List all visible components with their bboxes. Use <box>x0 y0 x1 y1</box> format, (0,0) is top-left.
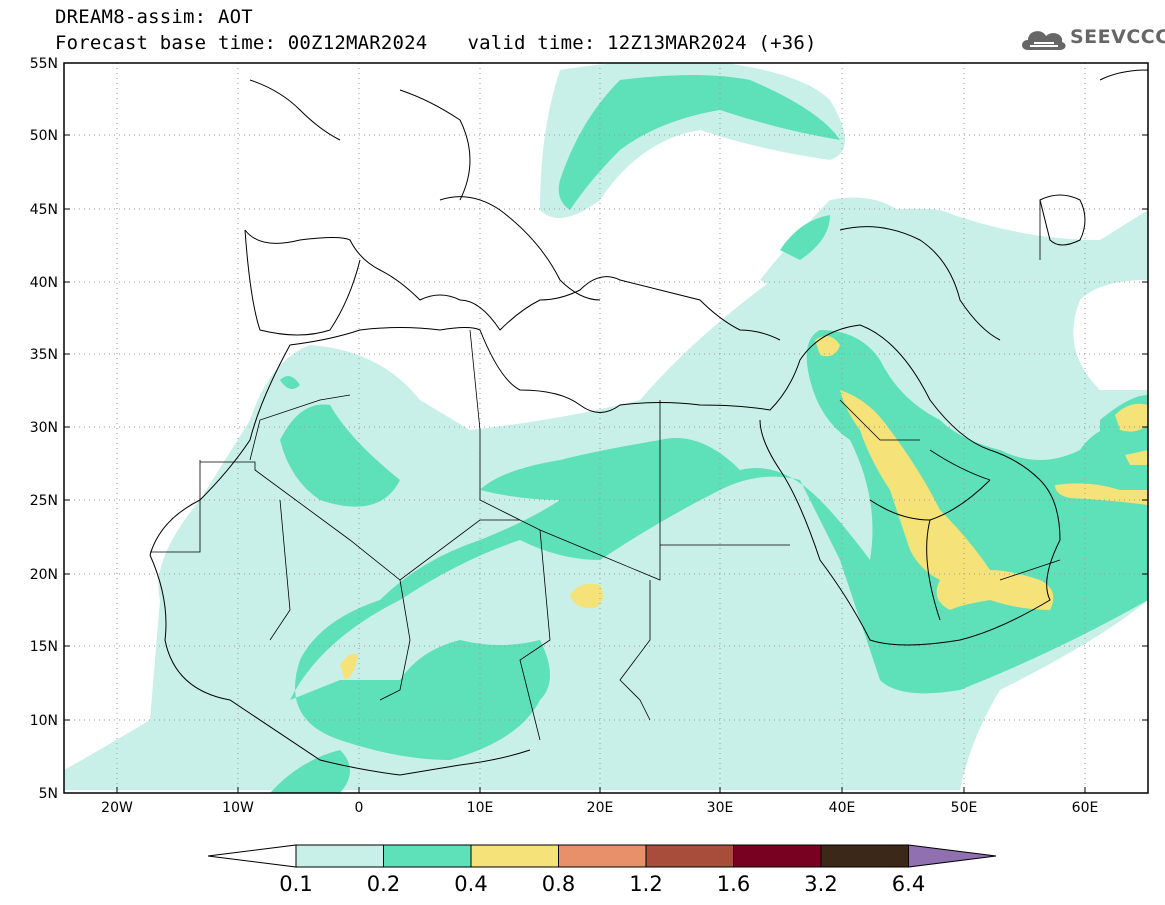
lat-labels: 55N 50N 45N 40N 35N 30N 25N 20N 15N 10N … <box>30 56 58 802</box>
colorbar-segment <box>558 844 647 868</box>
colorbar-segment <box>820 844 909 868</box>
lon-label: 10E <box>467 800 494 816</box>
aot-fields <box>64 63 1148 793</box>
seevccc-logo: SEEVCCC <box>1018 22 1165 58</box>
time-info: Forecast base time: 00Z12MAR2024 valid ti… <box>55 32 817 54</box>
colorbar-right-arrow <box>908 844 997 868</box>
title-text: DREAM8-assim: AOT <box>55 6 253 28</box>
lon-label: 10W <box>222 800 254 816</box>
lon-label: 20W <box>101 800 133 816</box>
lon-label: 30E <box>707 800 734 816</box>
lat-label: 55N <box>30 56 58 72</box>
base-time-text: Forecast base time: 00Z12MAR2024 <box>55 32 428 54</box>
aot-level-0-1 <box>64 63 1148 791</box>
colorbar-label: 0.4 <box>454 872 487 896</box>
lon-label: 40E <box>829 800 856 816</box>
coastlines <box>149 69 1148 776</box>
lat-label: 10N <box>30 713 58 729</box>
valid-time-text: valid time: 12Z13MAR2024 (+36) <box>467 32 817 54</box>
lat-label: 5N <box>39 786 58 802</box>
lat-label: 15N <box>30 639 58 655</box>
lat-label: 50N <box>30 128 58 144</box>
lon-label: 0 <box>355 800 364 816</box>
colorbar-label: 0.2 <box>367 872 400 896</box>
lat-label: 45N <box>30 202 58 218</box>
colorbar-label: 1.2 <box>629 872 662 896</box>
colorbar-label: 3.2 <box>804 872 837 896</box>
logo-text: SEEVCCC <box>1070 26 1165 48</box>
colorbar-segment <box>470 844 559 868</box>
lon-labels: 20W 10W 0 10E 20E 30E 40E 50E 60E <box>101 800 1098 816</box>
country-borders <box>150 200 1061 741</box>
colorbar-label: 0.1 <box>279 872 312 896</box>
colorbar-labels: 0.1 0.2 0.4 0.8 1.2 1.6 3.2 6.4 <box>279 872 925 896</box>
colorbar-segment <box>733 844 822 868</box>
colorbar-label: 0.8 <box>542 872 575 896</box>
lat-label: 35N <box>30 347 58 363</box>
colorbar-label: 6.4 <box>892 872 925 896</box>
map-frame <box>63 62 1149 794</box>
lon-label: 50E <box>951 800 978 816</box>
cloud-icon <box>1022 31 1066 50</box>
lat-label: 25N <box>30 493 58 509</box>
colorbar <box>207 844 997 868</box>
colorbar-segment <box>295 844 384 868</box>
lat-label: 30N <box>30 420 58 436</box>
colorbar-segment <box>645 844 734 868</box>
colorbar-left-arrow <box>207 844 297 868</box>
colorbar-label: 1.6 <box>717 872 750 896</box>
lat-label: 40N <box>30 275 58 291</box>
lon-label: 60E <box>1072 800 1099 816</box>
chart-title: DREAM8-assim: AOT <box>55 6 253 28</box>
lat-label: 20N <box>30 567 58 583</box>
lon-label: 20E <box>587 800 614 816</box>
axis-ticks <box>64 62 1148 794</box>
colorbar-segment <box>383 844 472 868</box>
